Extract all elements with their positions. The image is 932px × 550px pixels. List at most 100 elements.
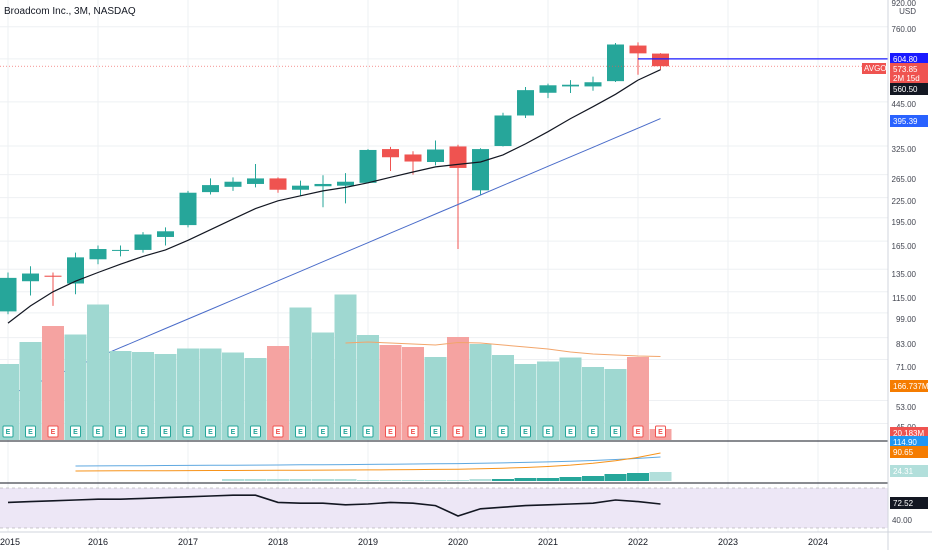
year-label: 2024	[808, 537, 828, 547]
earnings-badge: E	[475, 425, 486, 438]
osc-histogram-bar	[334, 479, 357, 481]
earnings-badge: E	[587, 425, 599, 438]
volume-bar	[19, 342, 42, 440]
osc-a-tag-bg	[890, 436, 928, 448]
earnings-badge: E	[520, 425, 531, 438]
candle-body	[427, 149, 444, 163]
candle-body	[292, 185, 309, 190]
earnings-badge: E	[430, 425, 441, 438]
earnings-badge: E	[2, 425, 14, 438]
rsi-tag-bg	[890, 497, 928, 509]
earnings-badge-box	[250, 425, 261, 438]
earnings-badge: E	[137, 425, 149, 438]
ma-short-tag-bg	[890, 83, 928, 95]
volume-bar	[177, 348, 199, 440]
ma-long-tag: 395.39	[890, 115, 928, 127]
earnings-badge-label: E	[186, 429, 191, 436]
candle-body	[607, 44, 624, 82]
earnings-badge-label: E	[28, 429, 33, 436]
rsi-line	[7, 494, 661, 517]
osc-histogram-bar	[312, 479, 334, 481]
earnings-badge-box	[137, 425, 149, 438]
rsi-tag-text: 72.52	[893, 499, 914, 508]
earnings-badge: E	[565, 425, 576, 438]
earnings-badge-box	[205, 425, 216, 438]
year-label: 2019	[358, 537, 378, 547]
earnings-badge: E	[542, 425, 554, 438]
earnings-badge-box	[407, 425, 419, 438]
year-label: 2017	[178, 537, 198, 547]
time-axis[interactable]: 2015 2016 2017 2018 2019 2020 2021 2022 2023 2024	[0, 537, 828, 547]
osc-histogram-bar	[222, 479, 244, 481]
candle-body	[22, 273, 39, 282]
earnings-badge-label: E	[141, 429, 146, 436]
volume-bar	[87, 304, 109, 440]
candle-body	[134, 234, 152, 250]
osc-b-tag-text: 90.65	[893, 448, 914, 457]
ma-long-line	[7, 118, 661, 396]
price-tick-label: 71.00	[896, 363, 917, 372]
volume-bar	[402, 347, 424, 440]
earnings-badge: E	[205, 425, 216, 438]
osc-a-tag-text: 114.90	[893, 438, 917, 447]
year-label: 2023	[718, 537, 738, 547]
earnings-badge-box	[497, 425, 509, 438]
earnings-badge-box	[542, 425, 554, 438]
candle-body	[472, 149, 489, 191]
osc-c-tag-bg	[890, 465, 928, 477]
earnings-badge-label: E	[73, 429, 78, 436]
earnings-badge-label: E	[478, 429, 483, 436]
earnings-badge-label: E	[51, 429, 56, 436]
earnings-badge: E	[655, 425, 666, 438]
price-pane[interactable]: AVGO	[0, 42, 888, 396]
rsi-pane[interactable]	[0, 487, 888, 529]
earnings-badge-box	[475, 425, 486, 438]
earnings-badge-box	[2, 425, 14, 438]
price-tick-label: 195.00	[892, 218, 917, 227]
rsi-band	[0, 488, 888, 528]
osc-histogram-bar	[447, 480, 469, 481]
osc-histogram-bar	[514, 478, 537, 481]
osc-histogram-bar	[492, 479, 514, 481]
volume-bar	[267, 346, 289, 440]
osc-histogram-bar	[402, 480, 424, 481]
volume-tag-text: 20.183M	[893, 429, 924, 438]
earnings-badge: E	[610, 425, 621, 438]
earnings-badge-label: E	[321, 429, 326, 436]
earnings-badge-label: E	[568, 429, 573, 436]
earnings-badge-label: E	[6, 429, 11, 436]
year-label: 2022	[628, 537, 648, 547]
earnings-badge-box	[115, 425, 126, 438]
volume-ma-tag-bg	[890, 380, 928, 392]
earnings-badge-box	[227, 425, 239, 438]
earnings-badge-label: E	[388, 429, 393, 436]
earnings-badge: E	[250, 425, 261, 438]
earnings-badge-box	[182, 425, 194, 438]
osc-a-tag: 114.90	[890, 436, 928, 448]
chart-title: Broadcom Inc., 3M, NASDAQ	[4, 6, 136, 17]
earnings-badge-label: E	[658, 429, 663, 436]
earnings-badge: E	[452, 425, 464, 438]
candle-body	[67, 257, 84, 284]
osc-line-orange	[75, 452, 661, 472]
candle-body	[382, 149, 399, 158]
earnings-badge-box	[452, 425, 464, 438]
price-tick-label: 920.00	[892, 0, 917, 8]
volume-bar	[357, 335, 379, 440]
earnings-badge-box	[430, 425, 441, 438]
volume-bar	[604, 369, 627, 440]
osc-histogram-bar	[357, 480, 379, 481]
earnings-badge: E	[227, 425, 239, 438]
volume-bar	[289, 307, 312, 440]
oscillator-pane[interactable]	[75, 452, 672, 481]
earnings-badge-label: E	[298, 429, 303, 436]
ticker-tag-text: AVGO	[864, 64, 887, 73]
volume-bar	[447, 337, 469, 440]
price-tick-label: 165.00	[892, 242, 917, 251]
earnings-badge: E	[317, 425, 329, 438]
earnings-badge-box	[92, 425, 104, 438]
price-tick-label: 83.00	[896, 340, 917, 349]
